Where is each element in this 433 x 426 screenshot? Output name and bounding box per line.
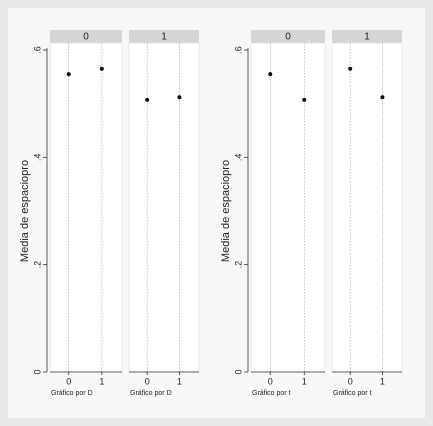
x-tick-label: 1 — [177, 376, 182, 386]
y-tick-label: .2 — [233, 261, 243, 269]
dot — [145, 97, 150, 102]
x-tick-label: 0 — [66, 376, 71, 386]
dot — [380, 95, 385, 100]
panel-header — [50, 30, 122, 43]
plot-area — [250, 42, 326, 373]
panel-title: 0 — [83, 32, 89, 43]
y-tick-label: .2 — [32, 261, 42, 269]
y-tick-label: .4 — [233, 154, 243, 162]
y-axis-label: Media de espaciopro — [19, 160, 31, 262]
note: Gráfico por t — [333, 390, 372, 397]
dot — [177, 95, 182, 100]
note: Gráfico por D — [130, 390, 172, 397]
y-tick-label: 0 — [233, 369, 243, 374]
panel-header — [251, 30, 325, 43]
note: Gráfico por t — [252, 390, 291, 397]
dot — [268, 72, 273, 77]
x-tick-label: 1 — [302, 376, 307, 386]
plot-area — [331, 42, 403, 373]
panel-header — [332, 30, 402, 43]
x-tick-label: 0 — [348, 376, 353, 386]
plot-area — [49, 42, 123, 373]
dot — [302, 97, 307, 102]
panel-header — [129, 30, 199, 43]
y-tick-label: .4 — [32, 154, 42, 162]
y-axis-label: Media de espaciopro — [220, 160, 232, 262]
x-tick-label: 1 — [99, 376, 104, 386]
dot — [348, 66, 353, 71]
dot — [66, 72, 71, 77]
note: Gráfico por D — [51, 390, 93, 397]
dot — [99, 66, 104, 71]
panel-title: 1 — [161, 32, 167, 43]
x-tick-label: 0 — [145, 376, 150, 386]
y-tick-label: .6 — [233, 46, 243, 54]
panel-title: 0 — [285, 32, 291, 43]
y-tick-label: .6 — [32, 46, 42, 54]
x-tick-label: 1 — [380, 376, 385, 386]
plot-area — [128, 42, 200, 373]
panel-title: 1 — [364, 32, 370, 43]
y-tick-label: 0 — [32, 369, 42, 374]
x-tick-label: 0 — [268, 376, 273, 386]
